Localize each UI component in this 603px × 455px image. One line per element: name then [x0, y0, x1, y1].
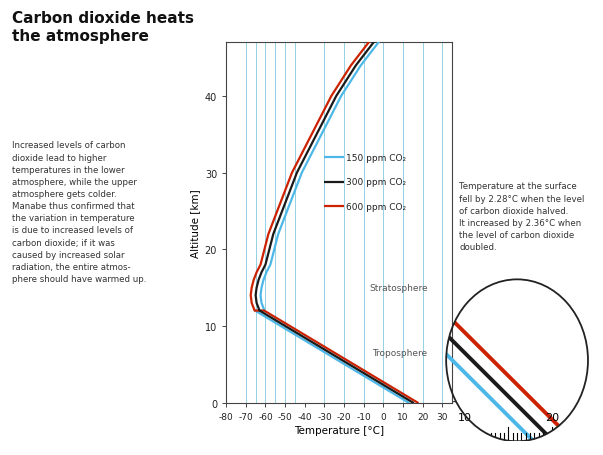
- Text: 150 ppm CO₂: 150 ppm CO₂: [346, 153, 406, 162]
- Text: Carbon dioxide heats
the atmosphere: Carbon dioxide heats the atmosphere: [12, 11, 194, 44]
- X-axis label: Temperature [°C]: Temperature [°C]: [294, 425, 384, 435]
- Text: Stratosphere: Stratosphere: [370, 283, 429, 293]
- Text: 600 ppm CO₂: 600 ppm CO₂: [346, 202, 406, 212]
- Text: Temperature at the surface
fell by 2.28°C when the level
of carbon dioxide halve: Temperature at the surface fell by 2.28°…: [459, 182, 585, 252]
- Text: 10: 10: [458, 412, 472, 422]
- Text: Troposphere: Troposphere: [371, 349, 427, 358]
- Text: 20: 20: [545, 412, 559, 422]
- Y-axis label: Altitude [km]: Altitude [km]: [191, 189, 201, 257]
- Text: 300 ppm CO₂: 300 ppm CO₂: [346, 178, 406, 187]
- Text: Increased levels of carbon
dioxide lead to higher
temperatures in the lower
atmo: Increased levels of carbon dioxide lead …: [12, 141, 147, 283]
